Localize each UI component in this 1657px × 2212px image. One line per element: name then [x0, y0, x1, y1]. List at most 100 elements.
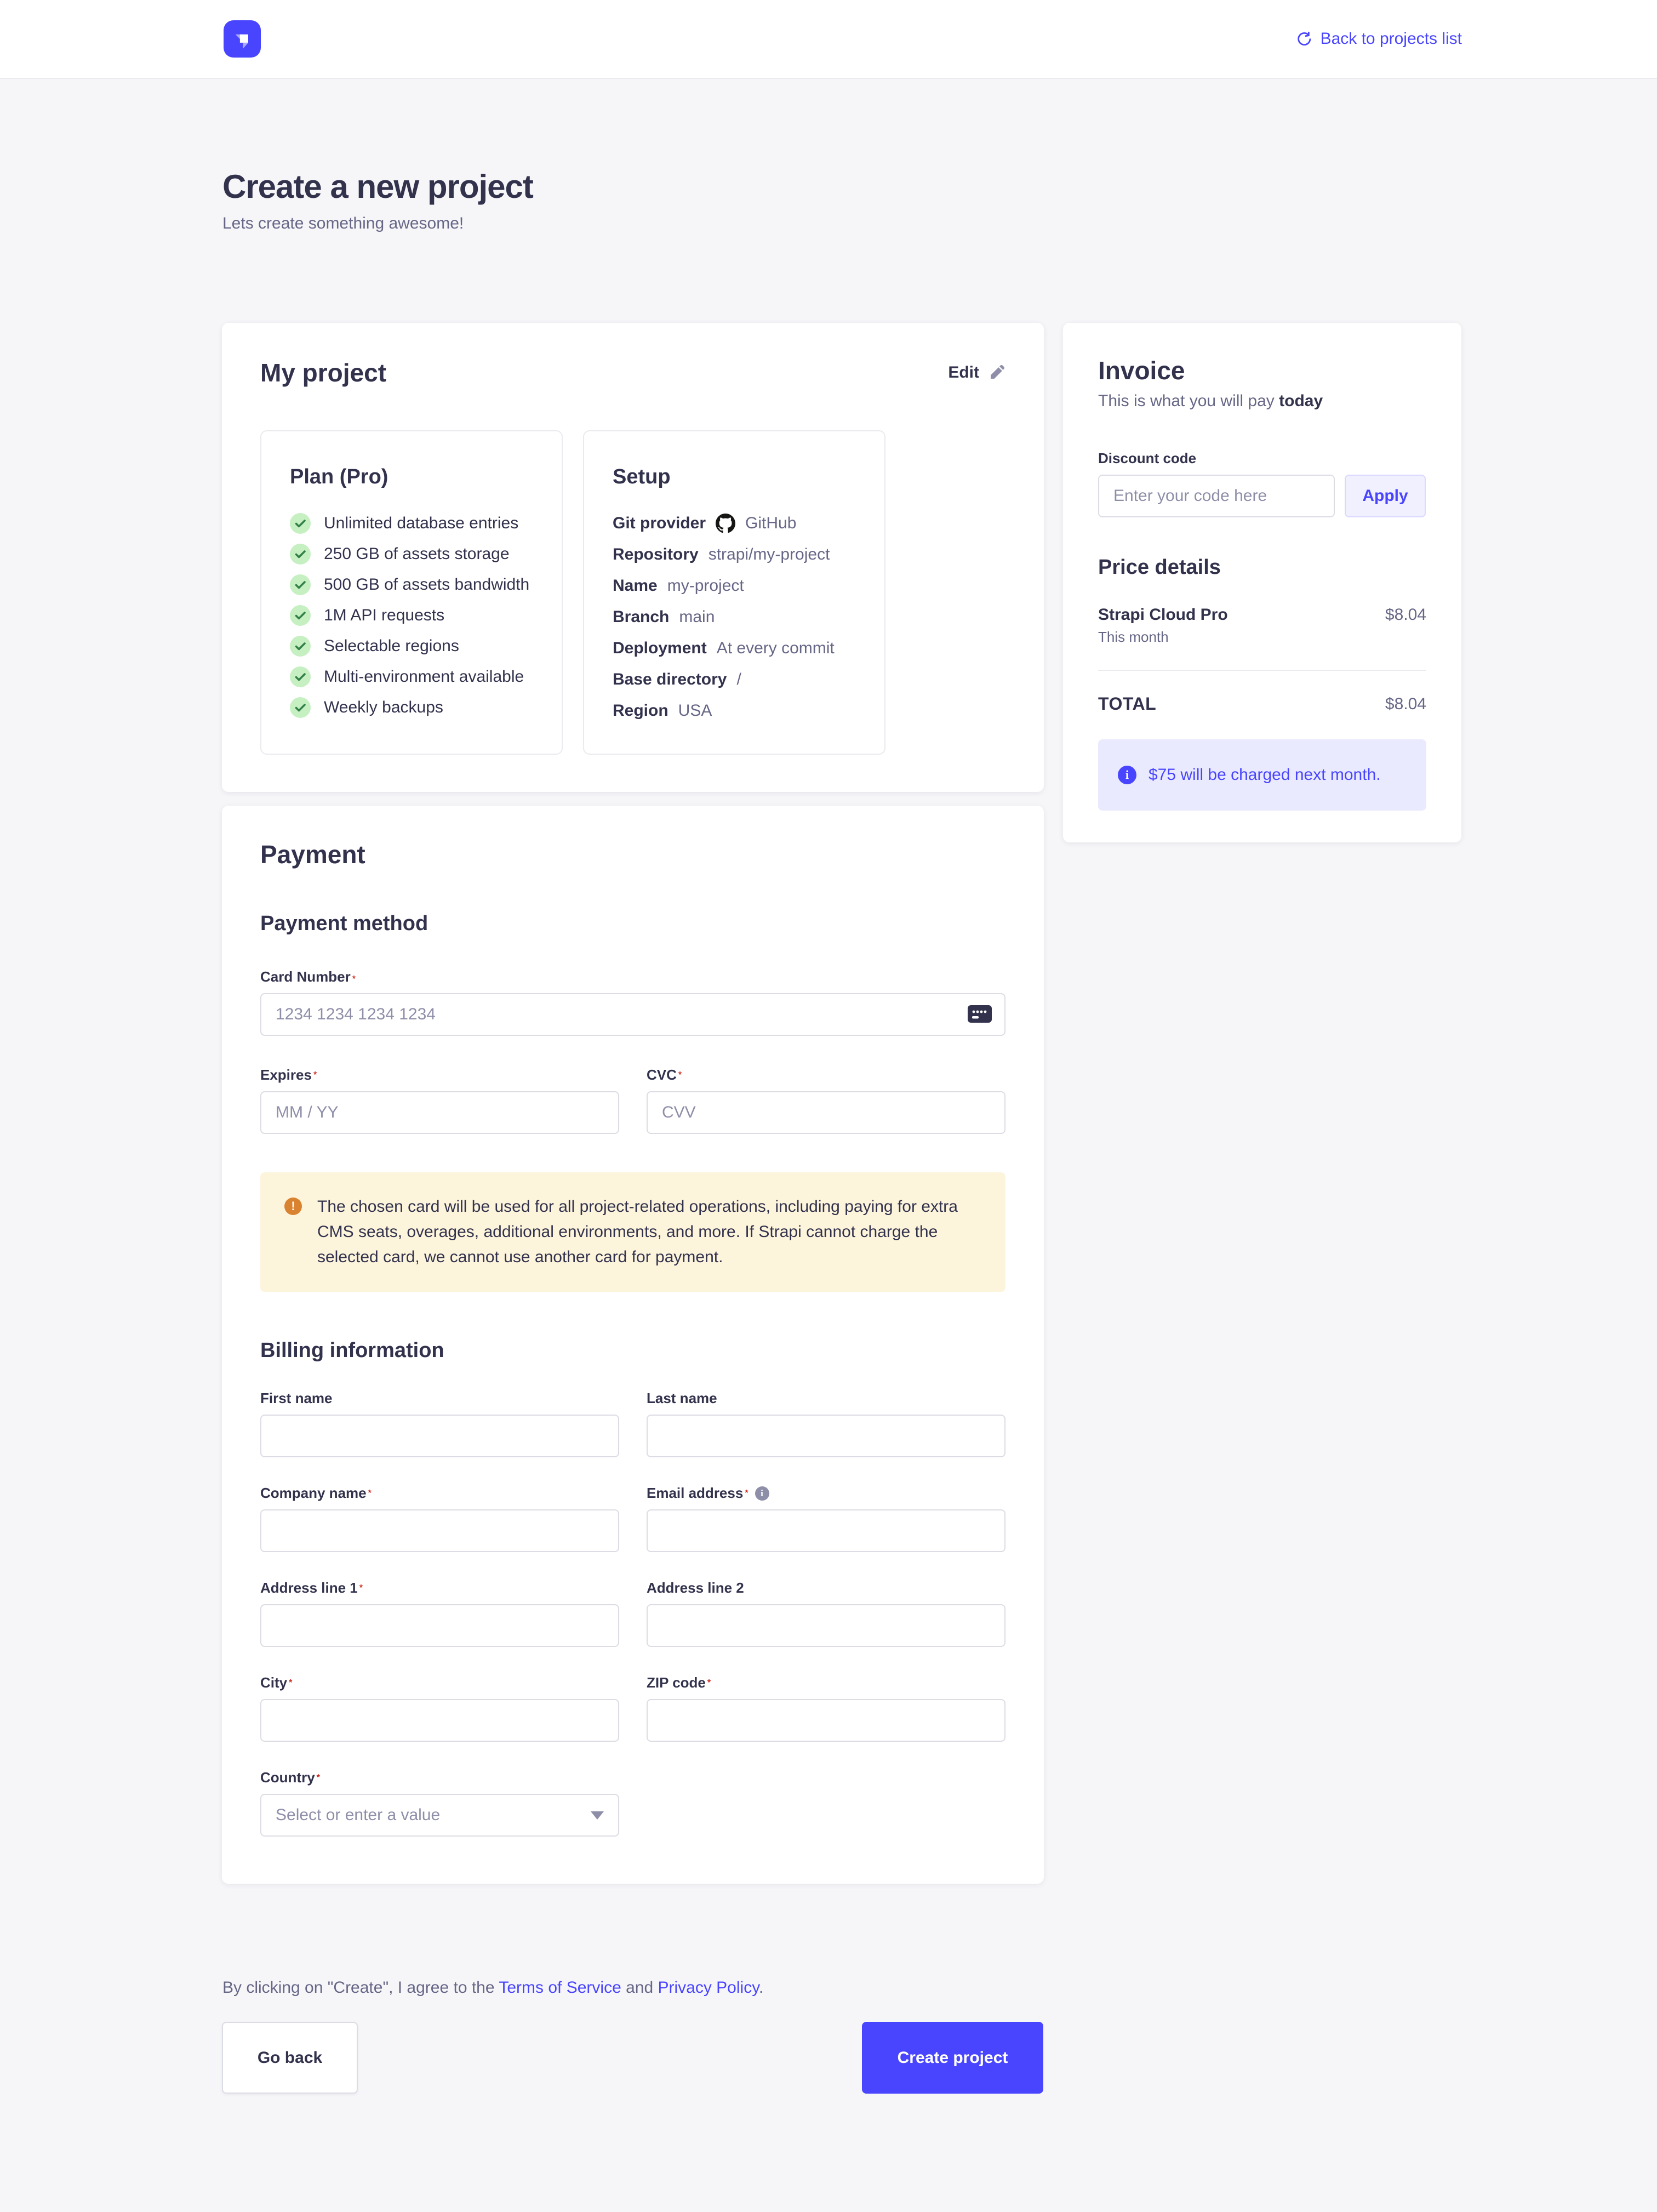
apply-discount-button[interactable]: Apply [1345, 475, 1426, 517]
plan-feature-label: Weekly backups [324, 698, 443, 716]
page-subtitle: Lets create something awesome! [222, 214, 464, 232]
payment-title: Payment [260, 840, 365, 869]
cvc-field: CVC * [647, 1067, 1005, 1134]
address-line-1-field: Address line 1 * [260, 1580, 619, 1647]
setup-value: At every commit [716, 639, 835, 657]
setup-label: Name [613, 577, 658, 595]
invoice-panel: Invoice This is what you will pay today … [1063, 323, 1461, 842]
zip-code-input[interactable] [647, 1699, 1005, 1742]
terms-agreement-text: By clicking on "Create", I agree to the … [222, 1979, 763, 1997]
setup-row-region: Region USA [613, 700, 856, 721]
expires-input[interactable] [260, 1091, 619, 1134]
company-name-label: Company name [260, 1485, 367, 1501]
github-icon [716, 514, 736, 533]
setup-value: USA [678, 702, 712, 720]
required-marker: * [352, 974, 356, 984]
email-info-icon[interactable]: i [755, 1486, 769, 1501]
pencil-icon [991, 365, 1004, 379]
terms-and: and [621, 1979, 658, 1997]
total-label: TOTAL [1098, 694, 1157, 714]
cvc-label: CVC [647, 1067, 677, 1083]
terms-suffix: . [758, 1979, 764, 1997]
terms-prefix: By clicking on "Create", I agree to the [222, 1979, 499, 1997]
setup-label: Region [613, 702, 668, 720]
address-line-2-label: Address line 2 [647, 1580, 744, 1596]
invoice-subtitle-emphasis: today [1279, 392, 1323, 410]
chevron-down-icon [591, 1811, 604, 1820]
check-circle-icon [290, 605, 311, 626]
last-name-field: Last name [647, 1390, 1005, 1457]
info-icon: i [1118, 766, 1136, 784]
privacy-policy-link[interactable]: Privacy Policy [658, 1979, 759, 1997]
price-item-amount: $8.04 [1385, 606, 1426, 624]
setup-value: my-project [667, 577, 744, 595]
card-number-label: Card Number [260, 968, 351, 985]
card-number-input[interactable] [260, 993, 1005, 1036]
discount-code-input[interactable] [1098, 475, 1335, 517]
email-field: Email address * i [647, 1485, 1005, 1552]
plan-feature: Selectable regions [290, 636, 533, 657]
check-circle-icon [290, 697, 311, 718]
price-details-title: Price details [1098, 556, 1221, 579]
country-select-placeholder: Select or enter a value [276, 1806, 441, 1824]
terms-of-service-link[interactable]: Terms of Service [499, 1979, 621, 1997]
credit-card-icon [968, 1005, 992, 1023]
next-month-charge-note: i $75 will be charged next month. [1098, 739, 1426, 811]
zip-code-field: ZIP code * [647, 1674, 1005, 1742]
discount-code-label: Discount code [1098, 450, 1197, 466]
plan-feature-label: Unlimited database entries [324, 514, 519, 532]
plan-feature-label: Multi-environment available [324, 668, 524, 686]
setup-box: Setup Git provider GitHub Repository str… [583, 430, 885, 755]
required-marker: * [368, 1488, 372, 1498]
plan-feature-label: 500 GB of assets bandwidth [324, 575, 530, 594]
plan-feature: 250 GB of assets storage [290, 544, 533, 565]
required-marker: * [313, 1070, 317, 1080]
last-name-input[interactable] [647, 1415, 1005, 1457]
check-circle-icon [290, 544, 311, 565]
check-circle-icon [290, 666, 311, 687]
country-select[interactable]: Select or enter a value [260, 1794, 619, 1837]
company-name-input[interactable] [260, 1509, 619, 1552]
plan-feature: 500 GB of assets bandwidth [290, 574, 533, 595]
warning-icon: ! [284, 1198, 302, 1215]
setup-title: Setup [613, 465, 671, 488]
plan-box: Plan (Pro) Unlimited database entries 25… [260, 430, 563, 755]
strapi-logo-icon [235, 34, 248, 49]
strapi-logo[interactable] [224, 20, 261, 58]
my-project-title: My project [260, 358, 387, 387]
address-line-1-input[interactable] [260, 1604, 619, 1647]
plan-feature: Multi-environment available [290, 666, 533, 687]
payment-method-title: Payment method [260, 912, 428, 935]
first-name-label: First name [260, 1390, 333, 1406]
setup-row-name: Name my-project [613, 575, 856, 596]
go-back-button[interactable]: Go back [222, 2022, 358, 2094]
edit-project-button[interactable]: Edit [948, 363, 1005, 382]
city-field: City * [260, 1674, 619, 1742]
last-name-label: Last name [647, 1390, 717, 1406]
invoice-title: Invoice [1098, 356, 1185, 385]
top-navigation-bar: Back to projects list [0, 0, 1657, 79]
back-to-projects-link[interactable]: Back to projects list [1295, 0, 1462, 78]
check-circle-icon [290, 636, 311, 657]
page-header: Create a new project Lets create somethi… [222, 168, 534, 233]
invoice-subtitle: This is what you will pay today [1098, 392, 1426, 411]
required-marker: * [359, 1583, 363, 1593]
first-name-input[interactable] [260, 1415, 619, 1457]
email-input[interactable] [647, 1509, 1005, 1552]
plan-feature: 1M API requests [290, 605, 533, 626]
setup-value: GitHub [745, 514, 797, 532]
plan-feature: Weekly backups [290, 697, 533, 718]
page-title: Create a new project [222, 168, 534, 205]
setup-label: Git provider [613, 514, 706, 532]
plan-feature-label: 250 GB of assets storage [324, 545, 510, 563]
city-input[interactable] [260, 1699, 619, 1742]
setup-row-repository: Repository strapi/my-project [613, 544, 856, 565]
warning-text: The chosen card will be used for all pro… [317, 1198, 958, 1266]
setup-label: Repository [613, 545, 699, 563]
cvc-input[interactable] [647, 1091, 1005, 1134]
address-line-2-input[interactable] [647, 1604, 1005, 1647]
setup-row-git-provider: Git provider GitHub [613, 513, 856, 534]
create-project-button[interactable]: Create project [862, 2022, 1043, 2094]
setup-rows: Git provider GitHub Repository strapi/my… [613, 513, 856, 721]
invoice-divider [1098, 670, 1426, 671]
